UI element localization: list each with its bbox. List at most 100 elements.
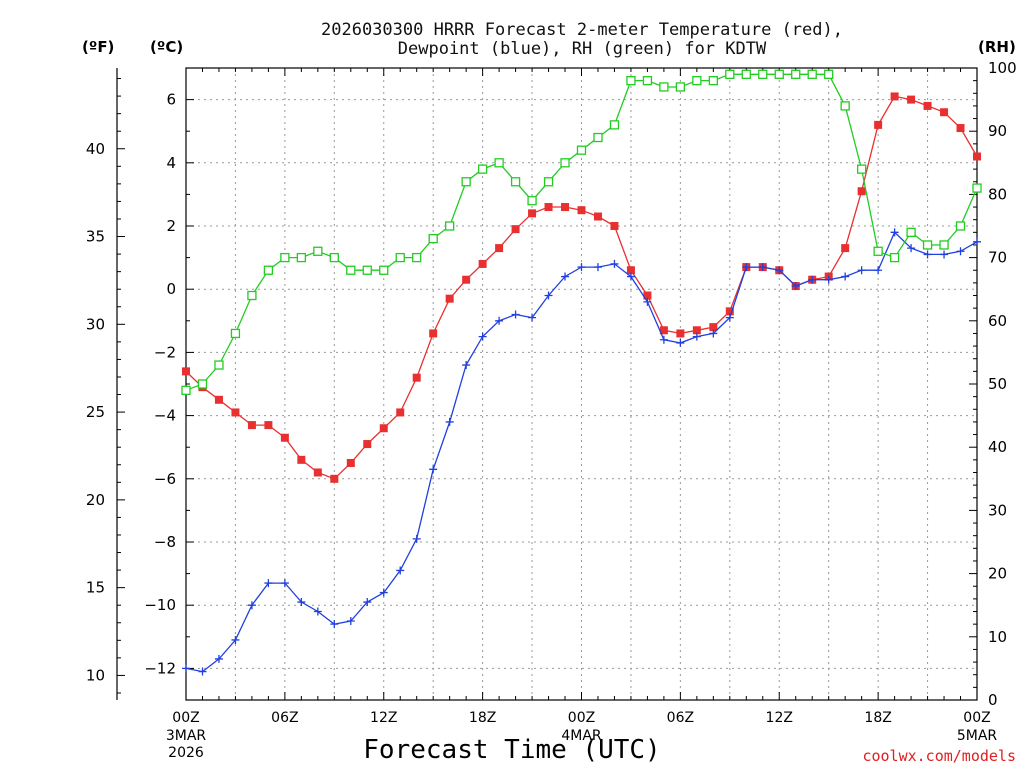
rh-tick-label: 80: [988, 185, 1007, 203]
temperature-point: [462, 275, 471, 284]
x-tick-label: 06Z: [667, 710, 694, 726]
temperature-point: [659, 326, 668, 335]
temperature-point: [528, 209, 537, 218]
rh-point: [593, 132, 603, 143]
x-tick-label: 00Z: [172, 710, 199, 726]
temperature-point: [874, 120, 883, 129]
rh-point: [856, 164, 867, 174]
temperature-point: [561, 203, 570, 212]
dewpoint-point: [890, 228, 899, 237]
dewpoint-point: [841, 272, 850, 281]
dewpoint-point: [247, 601, 256, 610]
dewpoint-point: [973, 237, 981, 246]
fahrenheit-tick-label: 40: [86, 140, 105, 158]
celsius-tick-label: −12: [144, 659, 176, 677]
temperature-point: [346, 459, 355, 467]
dewpoint-point: [396, 566, 405, 575]
dewpoint-point: [346, 617, 355, 625]
dewpoint-point: [561, 272, 570, 281]
rh-tick-label: 100: [988, 59, 1017, 77]
rh-point: [313, 246, 323, 256]
x-axis-label: Forecast Time (UTC): [363, 735, 660, 765]
rh-tick-label: 70: [988, 249, 1007, 267]
fahrenheit-tick-label: 30: [86, 315, 105, 333]
temperature-point: [330, 474, 339, 483]
celsius-tick-label: 2: [166, 217, 176, 235]
dewpoint-point: [593, 263, 602, 272]
dewpoint-point: [659, 335, 668, 344]
temperature-point: [676, 329, 685, 338]
rh-point: [477, 164, 488, 174]
rh-point: [197, 379, 208, 389]
rh-point: [428, 233, 438, 244]
dewpoint-point: [445, 417, 454, 426]
dewpoint-point: [264, 579, 273, 588]
rh-tick-label: 0: [988, 691, 998, 709]
temperature-point: [907, 95, 916, 104]
chart-title-line-2: Dewpoint (blue), RH (green) for KDTW: [398, 39, 767, 59]
celsius-unit-label: (ºC): [150, 38, 183, 56]
x-tick-label: 06Z: [271, 710, 298, 726]
dewpoint-point: [940, 250, 949, 259]
rh-point: [774, 69, 784, 79]
dewpoint-point: [429, 465, 438, 474]
dewpoint-point: [824, 275, 833, 284]
celsius-tick-label: 4: [166, 154, 176, 172]
rh-series: [181, 69, 982, 395]
temperature-point: [297, 455, 306, 464]
rh-point: [412, 252, 422, 263]
temperature-point: [511, 225, 520, 234]
temperature-point: [429, 329, 438, 338]
temperature-point: [610, 222, 619, 230]
temperature-point: [445, 294, 454, 303]
rh-point: [873, 246, 883, 256]
celsius-tick-label: −4: [154, 407, 176, 425]
rh-point: [889, 252, 900, 263]
rh-point: [296, 252, 307, 263]
dewpoint-point: [923, 250, 932, 259]
rh-point: [725, 69, 735, 79]
rh-tick-label: 20: [988, 565, 1007, 583]
rh-point: [708, 75, 718, 86]
temperature-point: [495, 244, 504, 253]
temperature-point: [857, 187, 866, 196]
rh-point: [922, 240, 933, 250]
fahrenheit-tick-label: 15: [86, 579, 105, 597]
dewpoint-point: [907, 244, 916, 253]
temperature-point: [182, 367, 190, 376]
rh-point: [461, 177, 471, 187]
rh-point: [379, 265, 389, 275]
rh-point: [824, 69, 834, 79]
temperature-point: [709, 323, 718, 332]
dewpoint-series: [182, 228, 981, 676]
dewpoint-point: [182, 664, 190, 673]
rh-point: [741, 69, 751, 79]
dewpoint-point: [544, 291, 553, 300]
rh-point: [560, 158, 570, 168]
temperature-point: [956, 124, 965, 133]
temperature-point: [264, 421, 273, 430]
temperature-point: [214, 395, 223, 404]
dewpoint-point: [528, 313, 537, 322]
rh-point: [642, 75, 653, 86]
x-date-label: 3MAR: [166, 728, 207, 744]
dewpoint-point: [297, 598, 306, 607]
rh-unit-label: (RH): [978, 38, 1016, 56]
temperature-point: [247, 421, 256, 430]
temperature-point: [841, 244, 850, 253]
dewpoint-point: [577, 263, 586, 272]
x-tick-label: 12Z: [370, 710, 397, 726]
dewpoint-point: [857, 266, 866, 275]
rh-point: [247, 290, 257, 301]
rh-point: [280, 252, 290, 263]
temperature-point: [396, 408, 405, 417]
temperature-point: [973, 152, 981, 161]
celsius-tick-label: −2: [154, 343, 176, 361]
temperature-point: [363, 440, 372, 449]
dewpoint-point: [709, 329, 718, 338]
dewpoint-point: [725, 313, 734, 322]
dewpoint-point: [692, 332, 701, 341]
celsius-tick-label: −10: [144, 596, 176, 614]
rh-point: [807, 69, 817, 79]
